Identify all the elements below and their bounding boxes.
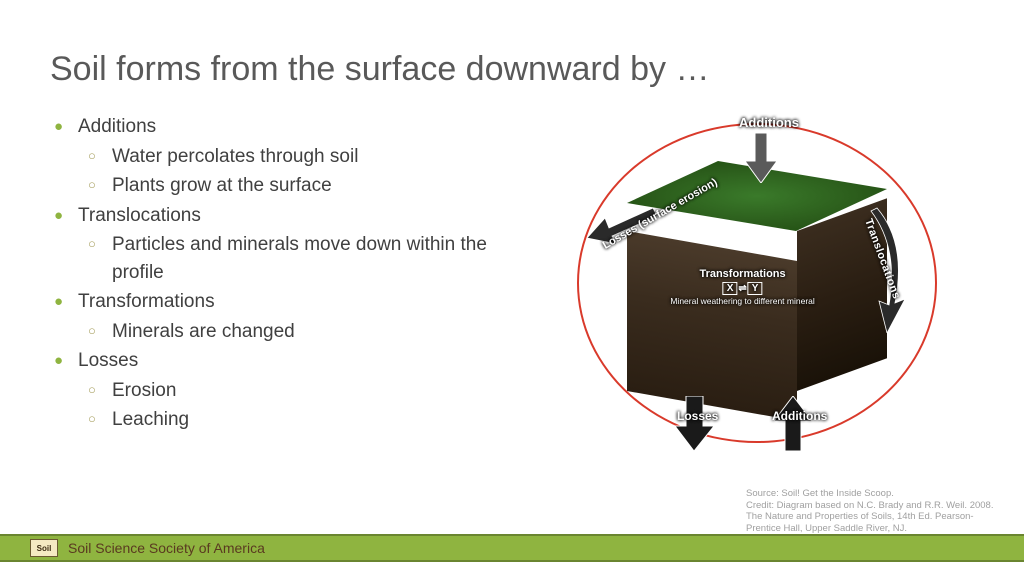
text-column: Additions Water percolates through soil …: [50, 113, 520, 453]
list-item: Losses Erosion Leaching: [50, 347, 520, 434]
source-line1: Source: Soil! Get the Inside Scoop.: [746, 488, 894, 499]
diagram-column: Additions Losses (surface erosion) Trans…: [540, 113, 974, 453]
list-item: Additions Water percolates through soil …: [50, 113, 520, 200]
footer-bar: Soil Soil Science Society of America: [0, 534, 1024, 562]
xy-equation: X⇌Y: [722, 282, 764, 295]
slide: Soil forms from the surface downward by …: [0, 0, 1024, 576]
diagram-label: Additions: [739, 115, 799, 130]
list-item: Particles and minerals move down within …: [78, 231, 520, 286]
soil-front-face: [627, 231, 797, 421]
transformations-title: Transformations: [699, 268, 785, 280]
y-box: Y: [748, 282, 763, 295]
list-item: Minerals are changed: [78, 318, 520, 346]
bullet-label: Additions: [78, 116, 156, 137]
list-item: Erosion: [78, 377, 520, 405]
diagram-label: Losses: [677, 409, 718, 423]
list-item: Translocations Particles and minerals mo…: [50, 202, 520, 287]
bullet-label: Transformations: [78, 291, 215, 312]
bullet-list: Additions Water percolates through soil …: [50, 113, 520, 434]
sub-list: Water percolates through soil Plants gro…: [78, 143, 520, 200]
diagram-label: Additions: [772, 409, 827, 423]
source-line2: Credit: Diagram based on N.C. Brady and …: [746, 500, 993, 534]
bullet-label: Translocations: [78, 205, 201, 226]
list-item: Leaching: [78, 406, 520, 434]
sub-list: Erosion Leaching: [78, 377, 520, 434]
list-item: Plants grow at the surface: [78, 172, 520, 200]
diagram-label: Transformations X⇌Y Mineral weathering t…: [670, 268, 814, 306]
transformations-sub: Mineral weathering to different mineral: [670, 297, 814, 306]
list-item: Transformations Minerals are changed: [50, 288, 520, 345]
soil-diagram: Additions Losses (surface erosion) Trans…: [567, 113, 947, 453]
bullet-label: Losses: [78, 350, 138, 371]
content-row: Additions Water percolates through soil …: [50, 113, 974, 453]
x-box: X: [723, 282, 738, 295]
list-item: Water percolates through soil: [78, 143, 520, 171]
sub-list: Minerals are changed: [78, 318, 520, 346]
sub-list: Particles and minerals move down within …: [78, 231, 520, 286]
slide-title: Soil forms from the surface downward by …: [50, 50, 974, 89]
footer-org: Soil Science Society of America: [68, 540, 265, 556]
source-credit: Source: Soil! Get the Inside Scoop. Cred…: [746, 488, 996, 534]
footer-logo-icon: Soil: [30, 539, 58, 557]
